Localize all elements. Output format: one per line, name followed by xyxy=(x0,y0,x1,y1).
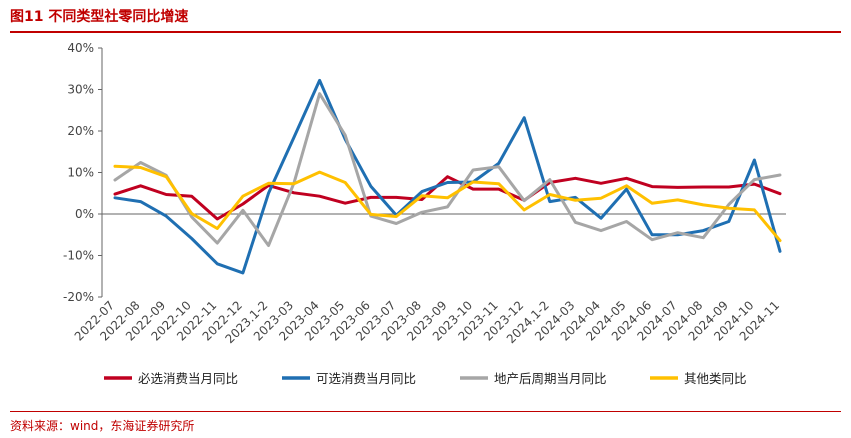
series-line-1 xyxy=(113,175,782,221)
y-tick-label: -10% xyxy=(63,249,94,263)
y-tick-label: 10% xyxy=(67,166,94,180)
series-lines xyxy=(113,78,782,275)
legend-label: 可选消费当月同比 xyxy=(316,371,416,386)
legend-label: 其他类同比 xyxy=(684,371,747,386)
y-tick-label: 40% xyxy=(67,41,94,55)
series-line-4 xyxy=(113,164,782,243)
source-note: 资料来源：wind，东海证券研究所 xyxy=(10,419,195,433)
x-tick-labels: 2022-072022-082022-092022-102022-112022-… xyxy=(72,298,782,346)
y-tick-label: 20% xyxy=(67,124,94,138)
title-divider xyxy=(10,31,841,33)
y-tick-label: 30% xyxy=(67,83,94,97)
y-tick-labels: 40% 30% 20% 10% 0% -10% -20% xyxy=(63,41,94,304)
chart-title: 图11 不同类型社零同比增速 xyxy=(10,9,189,25)
footer-divider xyxy=(10,411,841,412)
legend-label: 必选消费当月同比 xyxy=(138,371,238,386)
y-tick-label: -20% xyxy=(63,290,94,304)
axes xyxy=(98,47,786,298)
legend: 必选消费当月同比 可选消费当月同比 地产后周期当月同比 其他类同比 xyxy=(104,371,747,386)
y-tick-label: 0% xyxy=(75,207,94,221)
legend-label: 地产后周期当月同比 xyxy=(494,371,607,386)
series-line-3 xyxy=(113,92,782,247)
